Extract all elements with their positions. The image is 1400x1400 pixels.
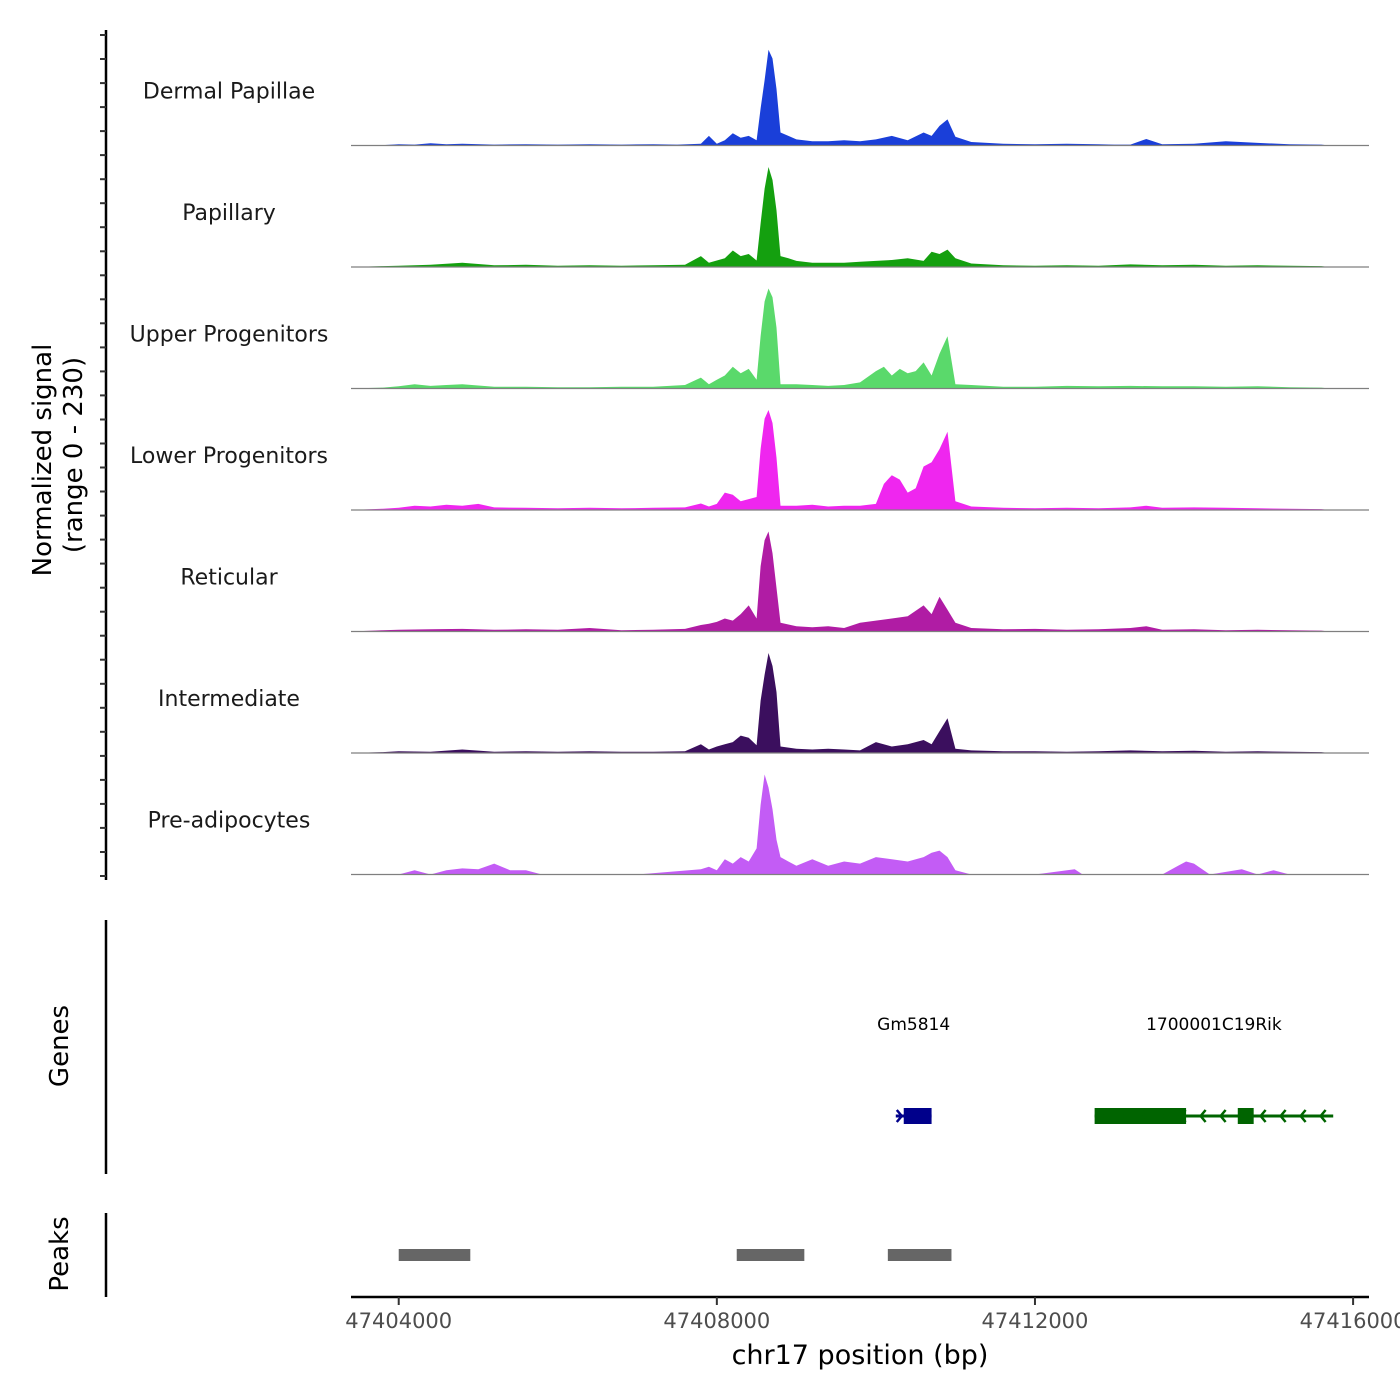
track-signal-area <box>351 410 1330 510</box>
gene-exon <box>1237 1108 1254 1124</box>
track-3: Lower Progenitors <box>130 410 1369 511</box>
strand-arrow <box>1158 1109 1167 1123</box>
track-signal-area <box>351 653 1330 753</box>
strand-arrow <box>1318 1109 1327 1123</box>
x-tick-label: 47412000 <box>982 1309 1089 1333</box>
strand-arrow <box>1218 1109 1227 1123</box>
track-label: Dermal Papillae <box>143 80 315 105</box>
strand-arrow <box>1258 1109 1267 1123</box>
track-4: Reticular <box>180 531 1369 633</box>
signal-tracks: Dermal Papillae Papillary Upper Progenitor… <box>130 49 1369 876</box>
signal-y-ticks <box>100 34 106 877</box>
track-signal-area <box>351 167 1330 267</box>
peaks-panel <box>398 1249 952 1261</box>
peak-bar <box>398 1249 471 1261</box>
strand-arrow <box>895 1109 904 1123</box>
track-signal-area <box>351 49 1330 146</box>
gene-Gm5814: Gm5814 <box>877 1015 950 1124</box>
genes-panel: Gm5814 1700001C19Rik <box>877 1015 1334 1124</box>
strand-arrow <box>915 1109 924 1123</box>
x-axis-ticks: 47404000 47408000 47412000 47416000 <box>345 1297 1400 1333</box>
track-label: Pre-adipocytes <box>148 809 311 834</box>
strand-arrow <box>1198 1109 1207 1123</box>
gene-label: Gm5814 <box>877 1015 950 1035</box>
strand-arrow <box>1178 1109 1187 1123</box>
track-label: Intermediate <box>158 687 300 712</box>
strand-arrow <box>1138 1109 1147 1123</box>
peak-bar <box>887 1249 952 1261</box>
strand-arrow <box>1118 1109 1127 1123</box>
gene-label: 1700001C19Rik <box>1146 1015 1282 1035</box>
track-0: Dermal Papillae <box>143 49 1369 147</box>
x-tick-label: 47404000 <box>345 1309 452 1333</box>
x-tick-label: 47408000 <box>663 1309 770 1333</box>
y-axis-title: Normalized signal <box>28 344 58 577</box>
track-label: Papillary <box>182 201 276 226</box>
gene-1700001C19Rik: 1700001C19Rik <box>1094 1015 1334 1124</box>
track-signal-area <box>351 288 1330 389</box>
x-axis-title: chr17 position (bp) <box>732 1340 989 1371</box>
track-signal-area <box>351 774 1290 875</box>
track-label: Lower Progenitors <box>130 444 328 469</box>
genes-panel-label: Genes <box>45 1005 75 1087</box>
gene-exon <box>903 1108 932 1124</box>
track-5: Intermediate <box>158 653 1369 754</box>
strand-arrow <box>1098 1109 1107 1123</box>
strand-arrow <box>1278 1109 1287 1123</box>
track-2: Upper Progenitors <box>130 288 1369 390</box>
strand-arrow <box>1298 1109 1307 1123</box>
peaks-panel-label: Peaks <box>45 1216 75 1291</box>
strand-arrow <box>1238 1109 1247 1123</box>
track-label: Upper Progenitors <box>130 323 329 348</box>
track-label: Reticular <box>180 566 278 591</box>
track-1: Papillary <box>182 167 1369 268</box>
track-6: Pre-adipocytes <box>148 774 1369 876</box>
track-signal-area <box>351 531 1330 632</box>
peak-bar <box>736 1249 805 1261</box>
x-tick-label: 47416000 <box>1300 1309 1400 1333</box>
y-axis-subtitle: (range 0 - 230) <box>59 357 89 553</box>
